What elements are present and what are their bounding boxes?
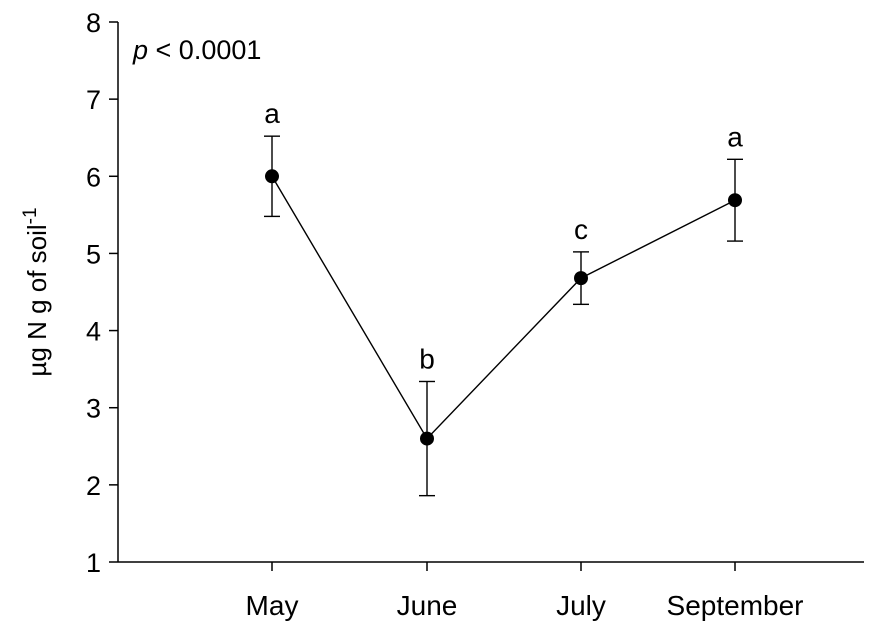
data-point [265,169,279,184]
data-point [420,431,434,446]
y-axis-label: µg N g of soil-1 [20,207,52,376]
x-tick-label: May [246,590,299,621]
significance-letter: a [727,121,743,152]
p-value-italic: p [132,35,148,65]
y-tick-label: 1 [86,548,101,578]
y-tick-label: 7 [86,85,101,115]
axes-frame [117,22,864,563]
data-series [264,135,743,497]
x-tick-label: September [667,590,804,621]
y-ticks: 1 2 3 4 5 6 7 8 [86,8,118,578]
x-ticks: May June July September [246,562,804,621]
significance-letter: c [574,214,588,245]
data-point [728,193,742,208]
x-tick-label: July [556,590,606,621]
y-axis-label-main: µg N g of soil [22,224,52,376]
significance-letters: a b c a [264,98,743,374]
x-tick-label: June [397,590,458,621]
y-axis-label-superscript: -1 [20,207,41,224]
y-tick-label: 3 [86,394,101,424]
data-point [574,271,588,286]
y-tick-label: 6 [86,162,101,192]
series-line [271,175,736,440]
y-tick-label: 5 [86,239,101,269]
y-tick-label: 2 [86,471,101,501]
y-tick-label: 4 [86,317,101,347]
p-value-rest: < 0.0001 [148,35,261,65]
significance-letter: b [419,343,435,374]
p-value-annotation: p < 0.0001 [132,35,261,65]
y-tick-label: 8 [86,8,101,38]
significance-letter: a [264,98,280,129]
